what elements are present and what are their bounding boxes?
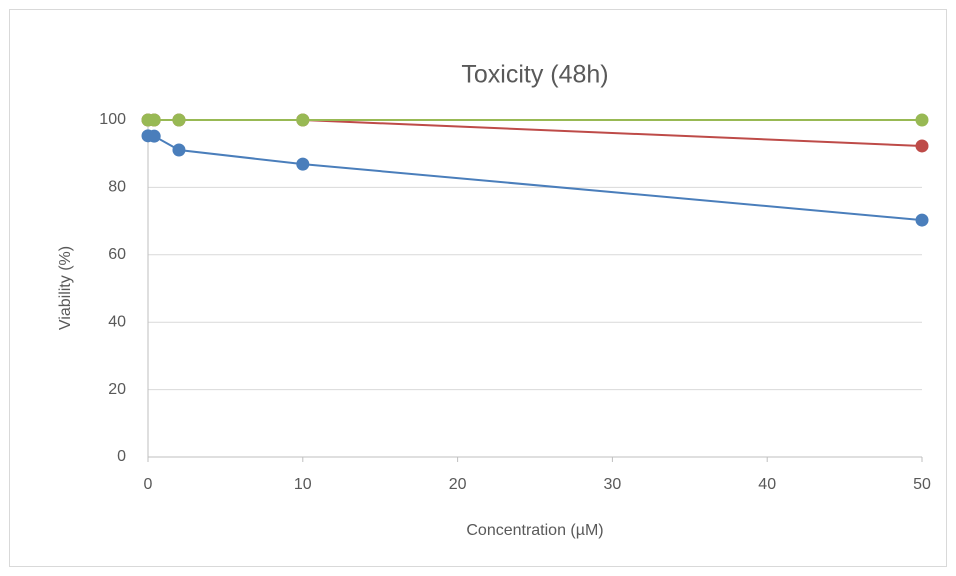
data-point xyxy=(172,113,186,127)
data-point xyxy=(147,113,161,127)
x-axis-title: Concentration (µM) xyxy=(466,522,603,539)
data-point xyxy=(296,157,310,171)
chart-border xyxy=(9,9,947,567)
y-tick-label: 20 xyxy=(108,381,126,398)
data-point xyxy=(172,143,186,157)
y-tick-label: 80 xyxy=(108,179,126,196)
y-tick-label: 100 xyxy=(99,111,126,128)
y-tick-label: 40 xyxy=(108,313,126,330)
x-tick-label: 50 xyxy=(913,476,931,493)
data-point xyxy=(915,113,929,127)
data-point xyxy=(147,129,161,143)
chart-title: Toxicity (48h) xyxy=(461,61,608,89)
y-tick-label: 60 xyxy=(108,246,126,263)
data-point xyxy=(915,139,929,153)
x-tick-label: 20 xyxy=(449,476,467,493)
x-tick-label: 0 xyxy=(144,476,153,493)
x-tick-label: 10 xyxy=(294,476,312,493)
data-point xyxy=(296,113,310,127)
data-point xyxy=(915,213,929,227)
x-tick-label: 30 xyxy=(604,476,622,493)
y-tick-label: 0 xyxy=(117,448,126,465)
y-axis-title: Viability (%) xyxy=(57,246,74,330)
x-tick-label: 40 xyxy=(758,476,776,493)
